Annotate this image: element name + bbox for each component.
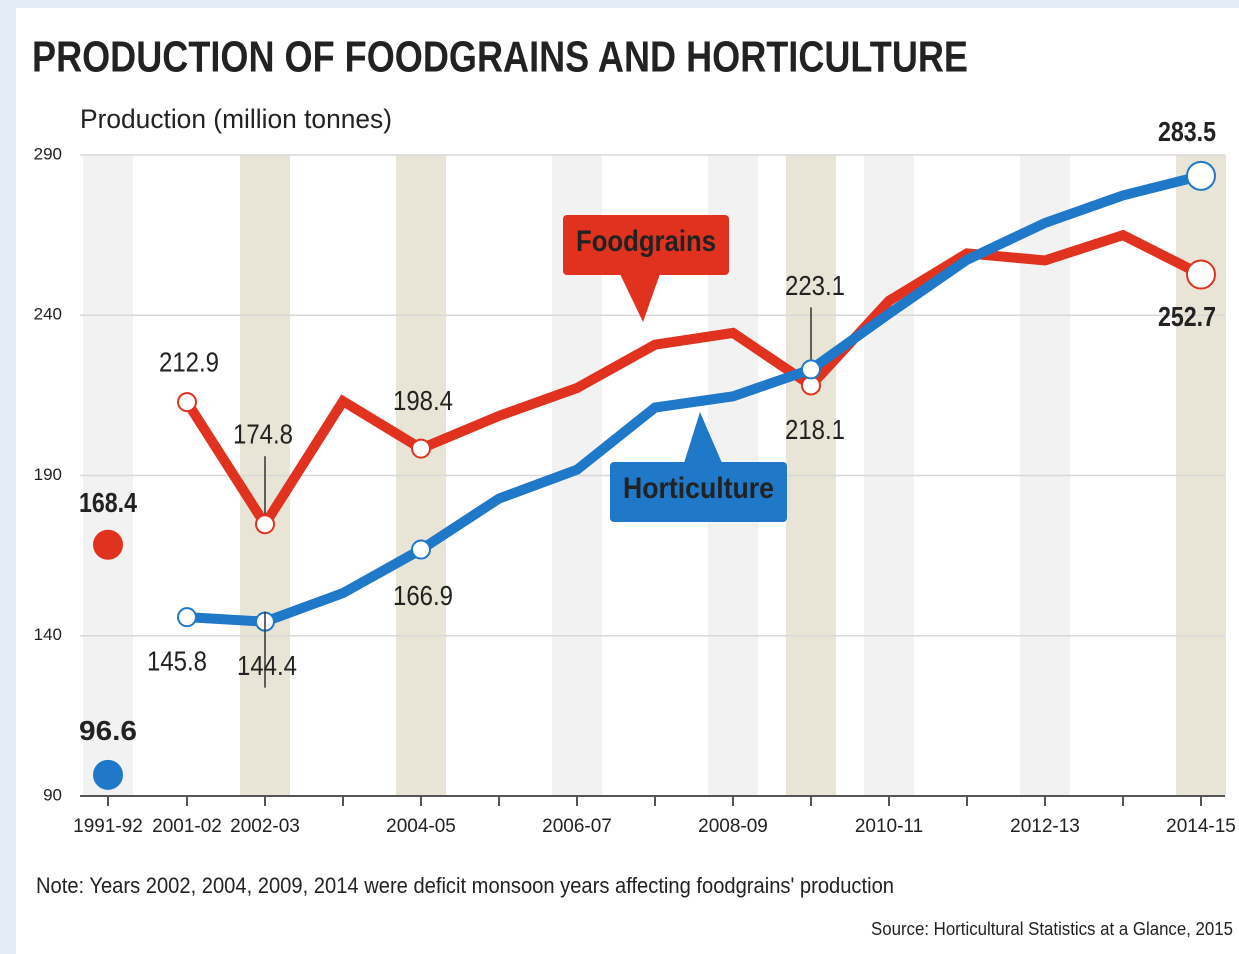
data-label: 212.9: [159, 346, 219, 377]
data-label: 198.4: [393, 385, 453, 416]
y-tick-label: 240: [34, 305, 62, 324]
legend-label: Foodgrains: [576, 225, 716, 258]
data-label: 145.8: [147, 646, 207, 677]
note: Note: Years 2002, 2004, 2009, 2014 were …: [36, 873, 894, 898]
legend-box: [563, 215, 729, 275]
data-label: 283.5: [1158, 116, 1216, 147]
point: [93, 529, 123, 560]
point: [411, 438, 431, 459]
x-tick-label: 2001-02: [152, 816, 222, 837]
point: [177, 607, 197, 628]
point: [801, 359, 821, 380]
series-line: [186, 170, 1203, 627]
source: Source: Horticultural Statistics at a Gl…: [871, 919, 1233, 939]
chart-title: PRODUCTION OF FOODGRAINS AND HORTICULTUR…: [32, 33, 968, 82]
point: [255, 514, 275, 535]
legend-pointer: [684, 412, 722, 463]
x-tick-label: 1991-92: [73, 816, 143, 837]
y-tick-label: 190: [34, 465, 62, 484]
y-axis-label: Production (million tonnes): [80, 104, 392, 134]
y-tick-label: 140: [34, 625, 62, 644]
legend-label: Horticulture: [623, 472, 774, 505]
y-tick-label: 290: [34, 144, 62, 163]
series-line: [182, 229, 1204, 534]
point: [93, 759, 123, 790]
data-label: 223.1: [785, 270, 845, 301]
point: [411, 539, 431, 560]
x-tick-label: 2002-03: [230, 816, 300, 837]
x-tick-label: 2004-05: [386, 816, 456, 837]
y-tick-label: 90: [43, 785, 62, 804]
point: [1186, 259, 1216, 290]
legend-pointer: [620, 274, 660, 322]
data-label: 96.6: [79, 715, 137, 746]
data-label: 168.4: [79, 487, 137, 518]
x-tick-label: 2006-07: [542, 816, 612, 837]
x-tick-label: 2010-11: [855, 816, 923, 837]
x-tick-label: 2014-15: [1166, 816, 1236, 837]
data-label: 166.9: [393, 580, 453, 611]
point: [1186, 160, 1216, 191]
data-label: 218.1: [785, 414, 845, 445]
legend-box: [610, 462, 787, 522]
data-label: 252.7: [1158, 301, 1216, 332]
data-label: 144.4: [237, 650, 297, 681]
x-tick-label: 2008-09: [698, 816, 768, 837]
x-tick-label: 2012-13: [1010, 816, 1080, 837]
data-label: 174.8: [233, 419, 293, 450]
point: [177, 392, 197, 413]
